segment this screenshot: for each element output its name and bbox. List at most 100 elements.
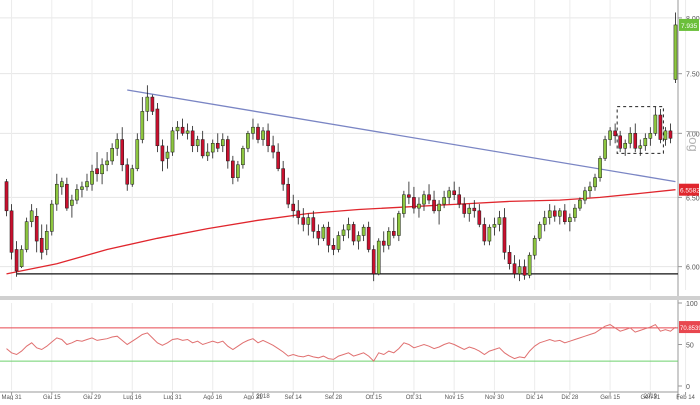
- candle-down: [472, 200, 477, 218]
- candle-up: [55, 173, 59, 211]
- candle-up: [24, 217, 29, 253]
- candle-body: [542, 217, 547, 225]
- candle-body: [95, 168, 99, 175]
- candle-up: [643, 133, 648, 151]
- candle-up: [165, 145, 170, 169]
- candle-down: [452, 181, 456, 201]
- candle-up: [336, 231, 341, 253]
- candle-body: [75, 189, 79, 201]
- candle-up: [19, 245, 24, 269]
- candle-body: [190, 130, 195, 147]
- candle-up: [170, 127, 175, 156]
- candle-body: [165, 151, 170, 159]
- candle-down: [266, 123, 270, 153]
- candle-up: [85, 173, 89, 191]
- rsi-axis-tick-label: 100: [686, 301, 698, 308]
- candle-up: [663, 127, 668, 146]
- log-scale-label: Log: [686, 130, 700, 152]
- candle-body: [386, 231, 391, 246]
- candle-down: [462, 197, 467, 218]
- candle-body: [648, 133, 653, 139]
- time-axis-tick-label: Ott 15: [366, 395, 383, 400]
- last-price-label: 7.935: [681, 23, 698, 30]
- candle-body: [60, 181, 64, 188]
- candle-down: [326, 221, 331, 253]
- candle-down: [563, 204, 567, 225]
- candle-body: [170, 130, 175, 153]
- candle-body: [552, 210, 557, 217]
- candle-down: [613, 123, 617, 144]
- candle-up: [603, 135, 607, 161]
- candle-up: [49, 200, 54, 236]
- candle-down: [331, 238, 336, 256]
- candle-down: [296, 200, 301, 225]
- candle-body: [215, 143, 220, 149]
- candle-body: [432, 199, 436, 212]
- candle-up: [220, 133, 225, 153]
- candle-body: [175, 126, 180, 132]
- candle-up: [417, 197, 421, 218]
- candle-body: [24, 221, 29, 250]
- candle-body: [286, 183, 290, 205]
- candle-body: [130, 168, 135, 185]
- candle-up: [29, 204, 34, 228]
- time-axis-tick-label: Set 14: [285, 395, 303, 400]
- candle-body: [55, 183, 59, 205]
- candle-up: [251, 118, 255, 140]
- time-axis-tick-label: Set 28: [325, 395, 343, 400]
- candle-body: [321, 226, 326, 239]
- candle-body: [195, 139, 200, 147]
- candle-down: [316, 224, 321, 246]
- candle-up: [246, 130, 250, 153]
- time-axis-tick-label: Gen 31: [640, 395, 660, 400]
- candle-body: [376, 240, 381, 275]
- candle-body: [583, 190, 587, 201]
- candle-body: [507, 252, 512, 265]
- candle-up: [205, 143, 210, 161]
- candle-up: [648, 127, 653, 146]
- candle-body: [281, 168, 285, 185]
- candle-up: [532, 235, 537, 260]
- candle-up: [361, 224, 366, 242]
- candle-body: [593, 177, 597, 188]
- candle-down: [160, 139, 165, 172]
- candle-up: [321, 224, 326, 242]
- candle-body: [457, 194, 462, 205]
- candle-body: [241, 148, 245, 166]
- candle-body: [85, 181, 89, 188]
- candle-body: [65, 183, 69, 209]
- candle-body: [532, 238, 537, 256]
- candle-down: [14, 241, 19, 277]
- candle-body: [427, 194, 431, 201]
- candle-up: [422, 190, 426, 211]
- candle-body: [256, 126, 260, 140]
- candle-down: [457, 186, 462, 209]
- price-axis-tick-label: 7.00: [686, 131, 700, 138]
- candle-down: [502, 208, 507, 260]
- candle-down: [120, 127, 125, 172]
- last-price-badge: [679, 18, 699, 31]
- price-gridlines: [0, 17, 678, 268]
- candle-body: [663, 130, 668, 140]
- candle-body: [598, 158, 602, 178]
- candle-body: [266, 130, 270, 147]
- candle-body: [517, 266, 522, 275]
- candle-body: [326, 226, 331, 246]
- candle-up: [261, 127, 265, 146]
- candle-body: [573, 207, 577, 218]
- candle-up: [75, 184, 79, 205]
- candle-body: [447, 190, 451, 198]
- candle-up: [130, 164, 135, 187]
- candle-body: [361, 226, 366, 236]
- candle-body: [311, 217, 316, 232]
- candle-up: [195, 135, 200, 153]
- candle-body: [231, 160, 235, 178]
- candle-down: [668, 123, 673, 144]
- candle-up: [628, 127, 633, 149]
- candle-body: [512, 263, 517, 275]
- candle-body: [210, 143, 215, 153]
- candle-up: [638, 139, 643, 156]
- candle-up: [185, 123, 190, 140]
- candle-down: [477, 204, 482, 228]
- candle-up: [598, 155, 602, 182]
